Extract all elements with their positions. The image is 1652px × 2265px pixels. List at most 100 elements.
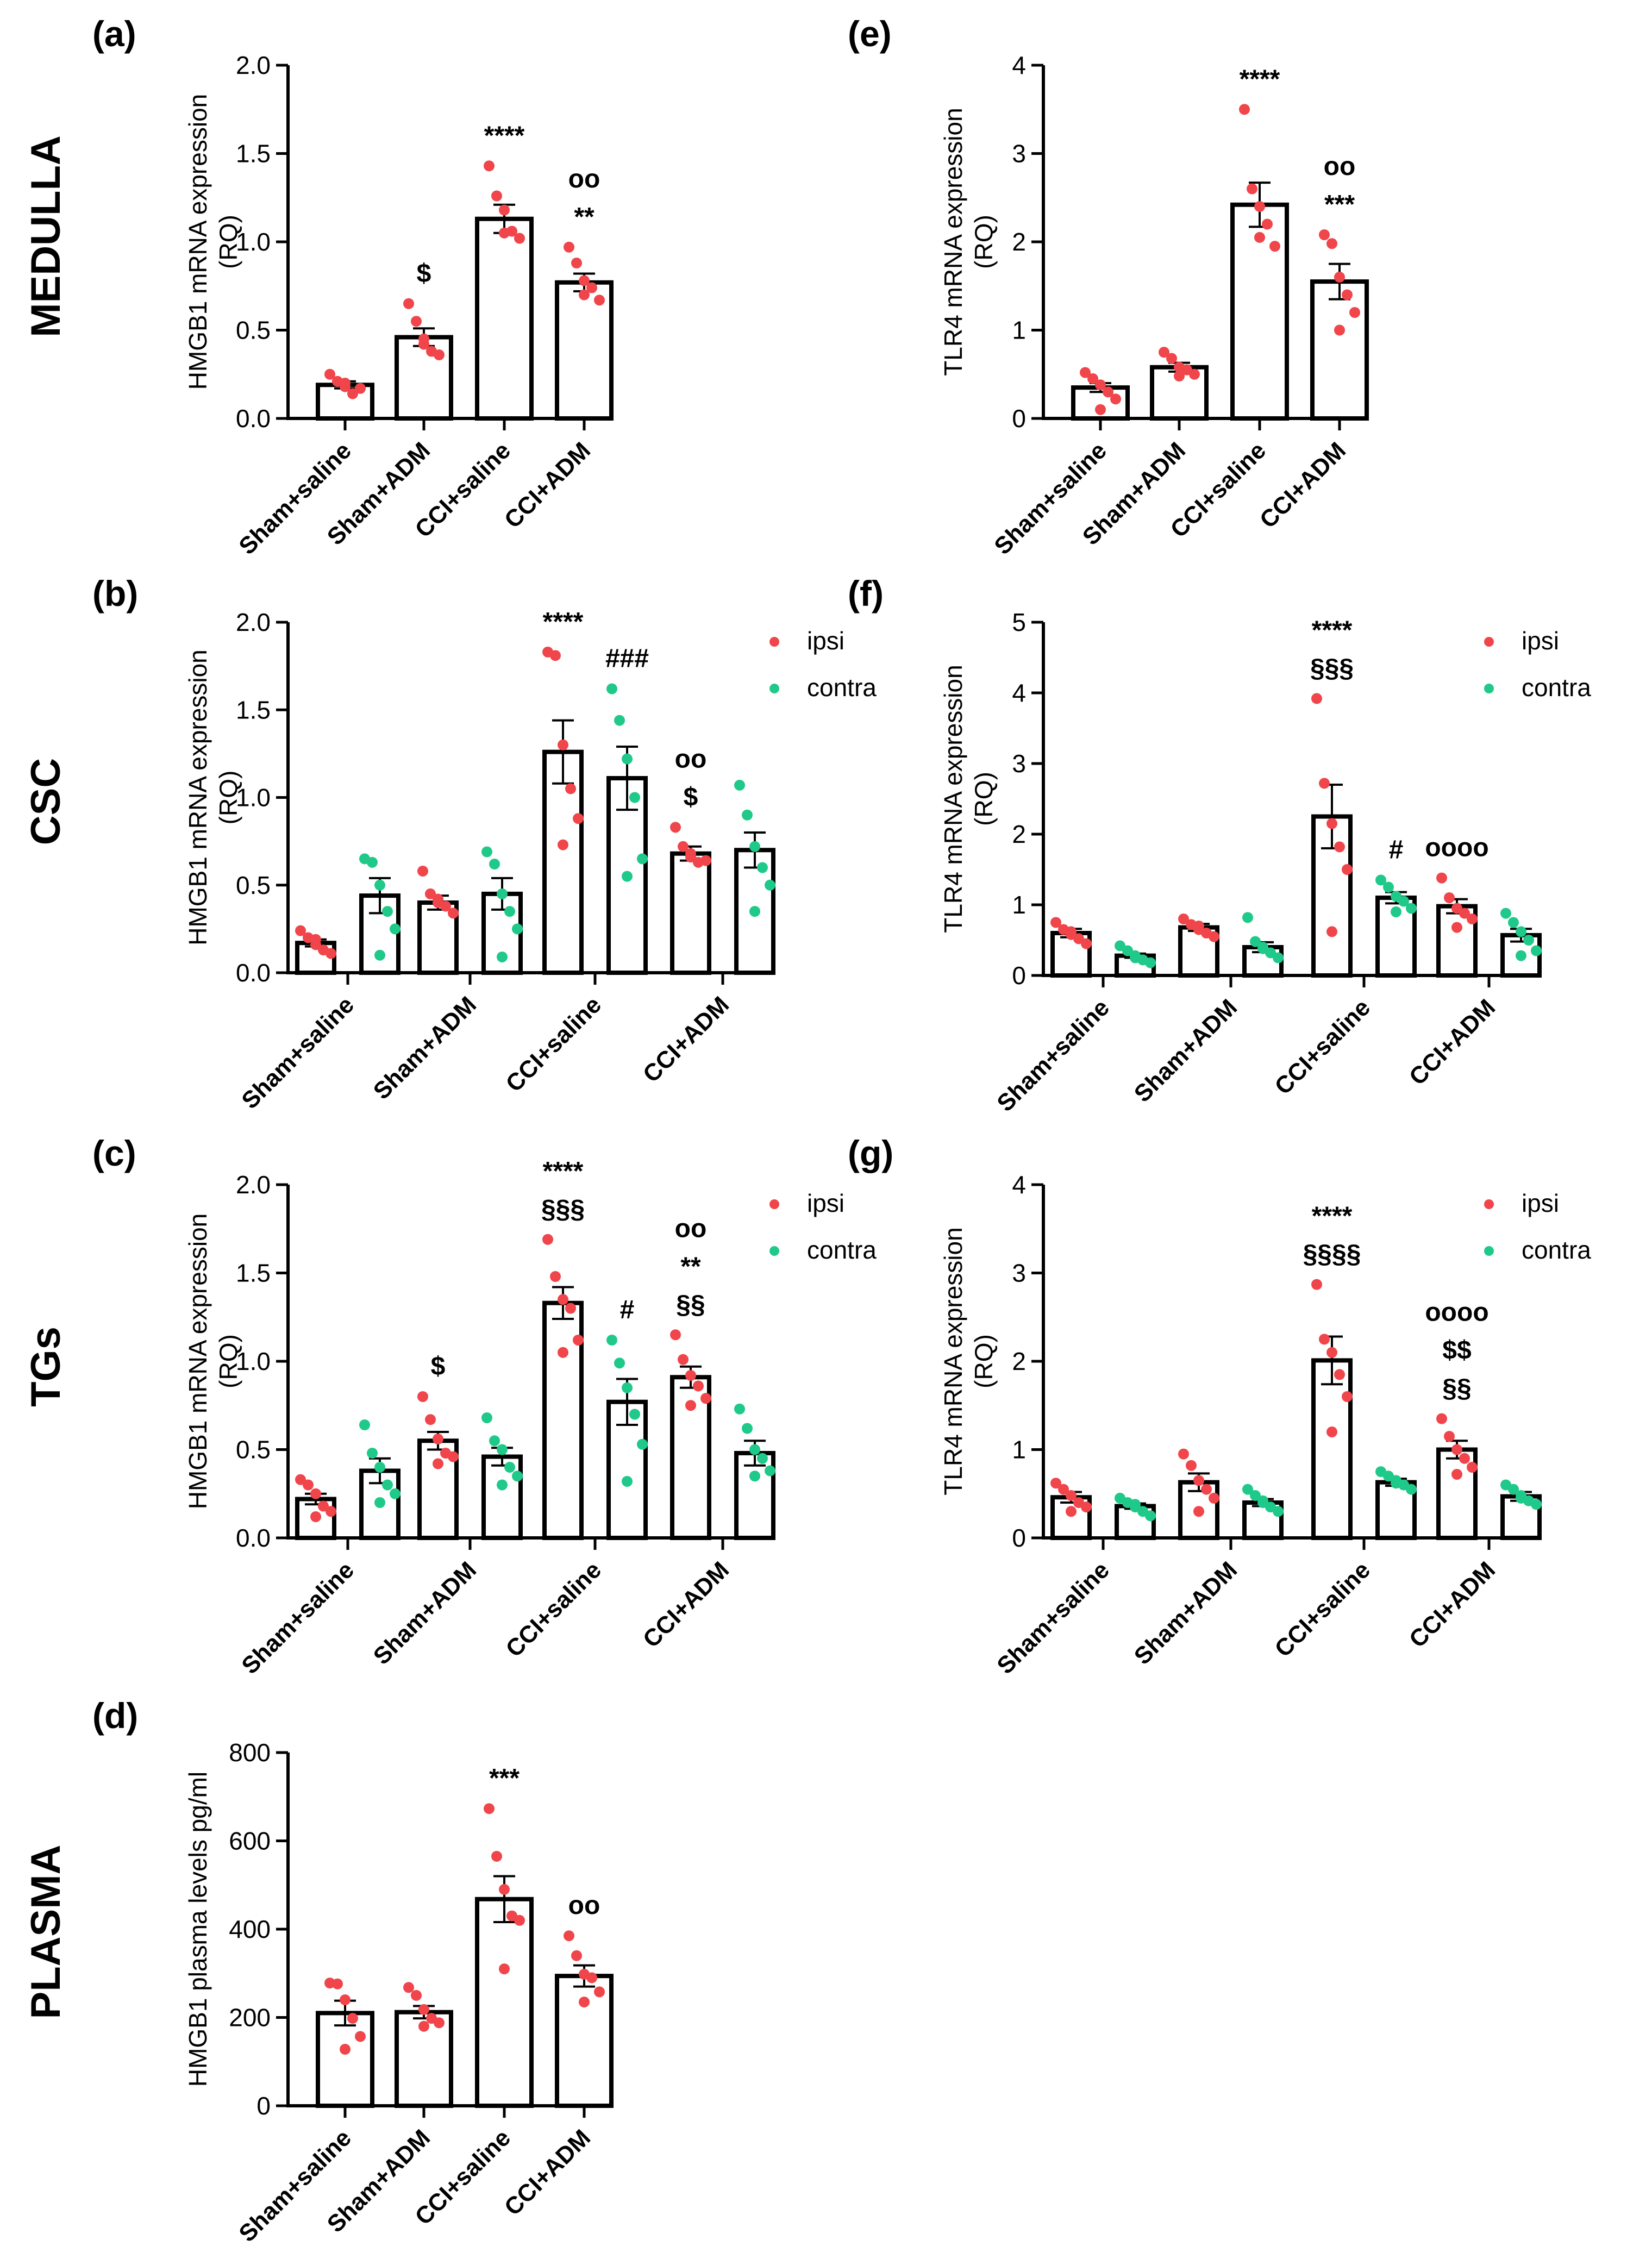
- y-tick-label: 1: [1012, 891, 1026, 919]
- row-label-plasma: PLASMA: [23, 1845, 69, 2019]
- panel-label: (d): [92, 1695, 138, 1736]
- data-point-value: [594, 1986, 605, 1998]
- data-point-value: [1095, 404, 1106, 415]
- data-point-ipsi: [1467, 913, 1478, 924]
- data-point-ipsi: [1186, 1460, 1197, 1471]
- data-point-contra: [1375, 874, 1386, 886]
- data-point-contra: [757, 1453, 768, 1464]
- y-tick-label: 600: [229, 1827, 271, 1855]
- data-point-value: [1342, 289, 1353, 301]
- data-point-ipsi: [678, 841, 689, 852]
- data-point-value: [499, 204, 510, 216]
- y-tick-label: 5: [1012, 608, 1026, 636]
- data-point-contra: [512, 1471, 523, 1482]
- y-tick-label: 3: [1012, 1259, 1026, 1287]
- data-point-ipsi: [417, 1391, 428, 1402]
- data-point-ipsi: [1201, 1484, 1212, 1495]
- y-tick-label: 1.0: [236, 1347, 271, 1375]
- data-point-ipsi: [1342, 1391, 1353, 1402]
- data-point-contra: [1145, 957, 1156, 968]
- y-tick-label: 0.5: [236, 1436, 271, 1464]
- data-point-ipsi: [1326, 1347, 1337, 1358]
- data-point-ipsi: [558, 839, 568, 850]
- data-point-ipsi: [1311, 1279, 1322, 1290]
- significance-mark: oo: [675, 1214, 707, 1243]
- data-point-contra: [374, 1497, 385, 1508]
- data-point-contra: [1508, 1484, 1519, 1495]
- data-point-ipsi: [685, 852, 696, 863]
- y-axis-title-line2: (RQ): [969, 1334, 998, 1388]
- data-point-value: [1087, 373, 1098, 384]
- data-point-contra: [1242, 1484, 1253, 1495]
- data-point-ipsi: [433, 897, 443, 908]
- significance-mark: ***: [1324, 190, 1355, 219]
- data-point-contra: [1508, 917, 1519, 928]
- data-point-contra: [622, 1382, 633, 1393]
- data-point-ipsi: [558, 1347, 568, 1358]
- significance-mark: ****: [1312, 616, 1353, 645]
- data-point-contra: [1250, 936, 1261, 947]
- data-point-value: [332, 1978, 343, 1989]
- significance-mark: §§§§: [1303, 1240, 1361, 1269]
- data-point-value: [403, 298, 414, 309]
- significance-mark: ****: [1312, 1202, 1353, 1231]
- data-point-contra: [382, 1479, 393, 1491]
- data-point-ipsi: [1451, 1469, 1462, 1480]
- data-point-value: [1239, 104, 1250, 115]
- data-point-value: [340, 1994, 351, 2005]
- data-point-contra: [1145, 1510, 1156, 1522]
- data-point-value: [491, 1850, 502, 1862]
- y-tick-label: 0: [1012, 961, 1026, 990]
- data-point-ipsi: [1436, 1413, 1447, 1424]
- data-point-ipsi: [558, 739, 568, 750]
- significance-mark: $: [417, 259, 431, 288]
- data-point-ipsi: [1193, 1506, 1204, 1517]
- significance-mark: **: [574, 203, 595, 231]
- data-point-contra: [497, 888, 508, 899]
- data-point-ipsi: [700, 1393, 711, 1404]
- y-axis-title: TLR4 mRNA expression(RQ): [939, 108, 998, 376]
- data-point-contra: [606, 683, 617, 694]
- data-point-ipsi: [1326, 926, 1337, 937]
- data-point-contra: [489, 859, 500, 870]
- data-point-contra: [497, 1479, 508, 1491]
- y-axis-title: HMGB1 mRNA expression(RQ): [184, 94, 242, 390]
- data-point-value: [434, 349, 445, 360]
- y-tick-label: 0.0: [236, 959, 271, 987]
- y-tick-label: 1.5: [236, 140, 271, 168]
- data-point-ipsi: [565, 1303, 576, 1314]
- data-point-ipsi: [318, 1500, 329, 1512]
- bar-ipsi: [670, 851, 711, 975]
- data-point-ipsi: [425, 888, 436, 899]
- y-axis-title-line2: (RQ): [214, 771, 242, 825]
- data-point-contra: [1523, 935, 1534, 946]
- data-point-ipsi: [542, 1234, 553, 1245]
- significance-mark: $: [684, 783, 698, 811]
- data-point-ipsi: [573, 813, 584, 824]
- legend-marker-ipsi: [1484, 1199, 1494, 1209]
- legend: ipsi contra: [1484, 627, 1591, 702]
- data-point-value: [491, 190, 502, 202]
- data-point-ipsi: [1451, 1444, 1462, 1455]
- y-tick-label: 0: [256, 2092, 271, 2120]
- bar-ipsi: [1311, 1358, 1353, 1540]
- significance-mark: ****: [1240, 65, 1280, 93]
- bar-value: [1310, 279, 1369, 421]
- data-point-ipsi: [685, 1400, 696, 1411]
- legend-marker-contra: [1484, 684, 1494, 693]
- data-point-contra: [749, 1471, 760, 1482]
- significance-mark: ***: [489, 1764, 520, 1793]
- data-point-ipsi: [1436, 872, 1447, 884]
- data-point-contra: [749, 906, 760, 917]
- data-point-ipsi: [670, 1329, 681, 1341]
- data-point-value: [499, 1963, 510, 1975]
- data-point-contra: [367, 1448, 378, 1459]
- data-point-value: [514, 1914, 525, 1926]
- y-axis-title: TLR4 mRNA expression(RQ): [939, 665, 998, 933]
- data-point-contra: [1500, 908, 1511, 919]
- data-point-ipsi: [1459, 1453, 1470, 1464]
- significance-mark: §§§: [541, 1195, 585, 1224]
- data-point-value: [355, 2031, 366, 2042]
- data-point-contra: [481, 1412, 492, 1423]
- data-point-contra: [629, 1409, 640, 1420]
